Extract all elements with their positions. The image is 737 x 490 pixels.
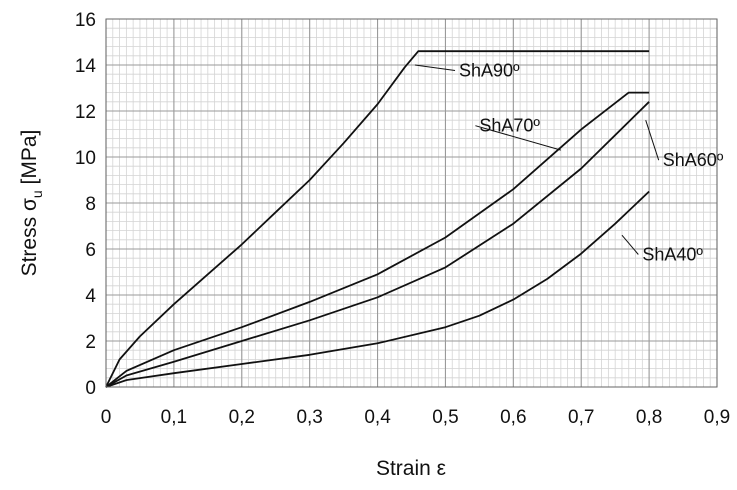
y-axis-title-main: Stress σ bbox=[18, 198, 41, 276]
series-line bbox=[105, 190, 650, 388]
series-label-leader bbox=[414, 64, 456, 71]
y-tick-label: 10 bbox=[75, 148, 96, 169]
y-tick-label: 4 bbox=[85, 286, 96, 307]
x-tick-label: 0,9 bbox=[704, 407, 730, 428]
y-axis-title-unit: [MPa] bbox=[18, 130, 41, 185]
series-label-leader bbox=[645, 120, 660, 161]
series-label-layer: ShA90º ShA70º ShA60º ShA40º bbox=[414, 61, 724, 265]
y-tick-labels: 0 2 4 6 8 10 12 14 16 bbox=[75, 10, 97, 399]
series-label: ShA90º bbox=[459, 61, 520, 81]
y-tick-label: 12 bbox=[75, 102, 96, 123]
y-tick-label: 2 bbox=[85, 332, 96, 353]
y-tick-label: 0 bbox=[85, 378, 96, 399]
x-tick-label: 0,2 bbox=[229, 407, 255, 428]
x-tick-label: 0 bbox=[101, 407, 112, 428]
y-tick-label: 6 bbox=[85, 240, 96, 261]
series-line bbox=[105, 50, 650, 388]
series-label-leader bbox=[621, 234, 639, 255]
series-line bbox=[105, 101, 650, 388]
y-tick-label: 16 bbox=[75, 10, 96, 31]
x-tick-label: 0,6 bbox=[500, 407, 526, 428]
series-label-leader bbox=[475, 125, 561, 151]
series-line bbox=[105, 91, 650, 388]
x-tick-label: 0,1 bbox=[161, 407, 187, 428]
y-axis-title: Stress σu [MPa] bbox=[18, 130, 45, 277]
plot-frame bbox=[105, 18, 718, 388]
series-label: ShA60º bbox=[663, 150, 724, 170]
series-label: ShA70º bbox=[479, 116, 540, 136]
x-axis-title: Strain ε bbox=[376, 457, 446, 480]
y-tick-label: 14 bbox=[75, 56, 97, 77]
series-label: ShA40º bbox=[642, 245, 703, 265]
x-tick-label: 0,4 bbox=[364, 407, 391, 428]
x-tick-labels: 0 0,1 0,2 0,3 0,4 0,5 0,6 0,7 0,8 0,9 bbox=[101, 407, 731, 428]
y-axis-title-subscript: u bbox=[29, 190, 45, 198]
series-layer bbox=[105, 50, 650, 388]
x-tick-label: 0,5 bbox=[432, 407, 458, 428]
x-tick-label: 0,3 bbox=[296, 407, 322, 428]
x-tick-label: 0,7 bbox=[568, 407, 594, 428]
x-tick-label: 0,8 bbox=[636, 407, 662, 428]
y-tick-label: 8 bbox=[85, 194, 96, 215]
